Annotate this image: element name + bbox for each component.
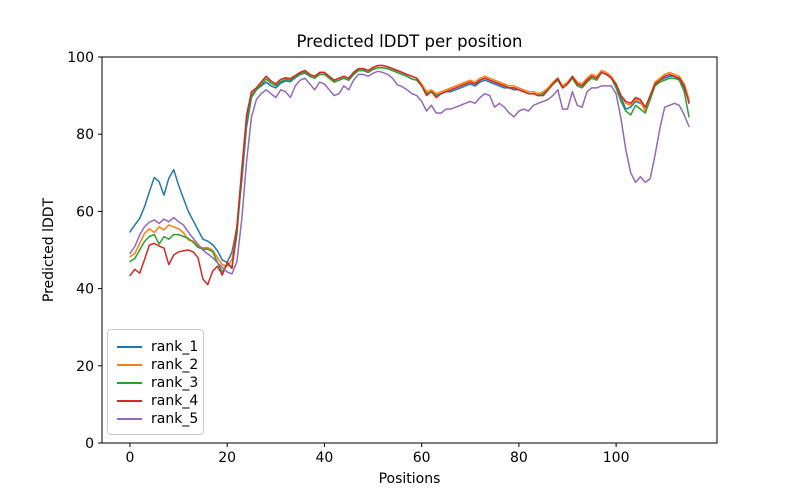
x-tick-label: 20 — [218, 450, 236, 466]
legend: rank_1 rank_2 rank_3 rank_4 rank_5 — [107, 329, 204, 435]
y-tick-label: 20 — [76, 359, 94, 375]
legend-line-swatch — [117, 382, 142, 384]
legend-label: rank_3 — [151, 375, 199, 391]
plot-border — [101, 56, 718, 444]
y-tick-label: 40 — [76, 282, 94, 298]
legend-line-swatch — [117, 418, 142, 420]
legend-line-swatch — [117, 364, 142, 366]
legend-label: rank_4 — [151, 393, 199, 409]
x-tick-label: 0 — [125, 450, 134, 466]
legend-label: rank_5 — [151, 411, 199, 427]
legend-entry-rank_2: rank_2 — [117, 356, 199, 374]
series-line-rank_2 — [129, 64, 690, 268]
x-tick-label: 60 — [413, 450, 431, 466]
plot-lines — [129, 64, 690, 286]
y-axis-label: Predicted lDDT — [41, 197, 57, 302]
legend-line-swatch — [117, 346, 142, 348]
y-tick-label: 0 — [85, 436, 94, 452]
y-tick-label: 100 — [67, 50, 94, 66]
legend-label: rank_1 — [151, 339, 199, 355]
x-axis-label: Positions — [379, 471, 441, 487]
x-tick-label: 40 — [316, 450, 334, 466]
legend-entry-rank_1: rank_1 — [117, 338, 199, 356]
y-tick-label: 80 — [76, 127, 94, 143]
legend-label: rank_2 — [151, 357, 199, 373]
legend-entry-rank_4: rank_4 — [117, 392, 199, 410]
axes: 0 20 40 60 80 100 0 20 40 60 80 100 — [67, 50, 718, 466]
series-line-rank_4 — [129, 64, 690, 286]
y-tick-label: 60 — [76, 204, 94, 220]
legend-entry-rank_3: rank_3 — [117, 374, 199, 392]
series-line-rank_1 — [129, 67, 690, 264]
chart-title: Predicted lDDT per position — [296, 32, 522, 51]
x-tick-label: 100 — [603, 450, 630, 466]
x-tick-label: 80 — [510, 450, 528, 466]
series-line-rank_3 — [129, 67, 690, 273]
legend-entry-rank_5: rank_5 — [117, 410, 199, 428]
legend-line-swatch — [117, 400, 142, 402]
series-line-rank_5 — [129, 70, 690, 275]
